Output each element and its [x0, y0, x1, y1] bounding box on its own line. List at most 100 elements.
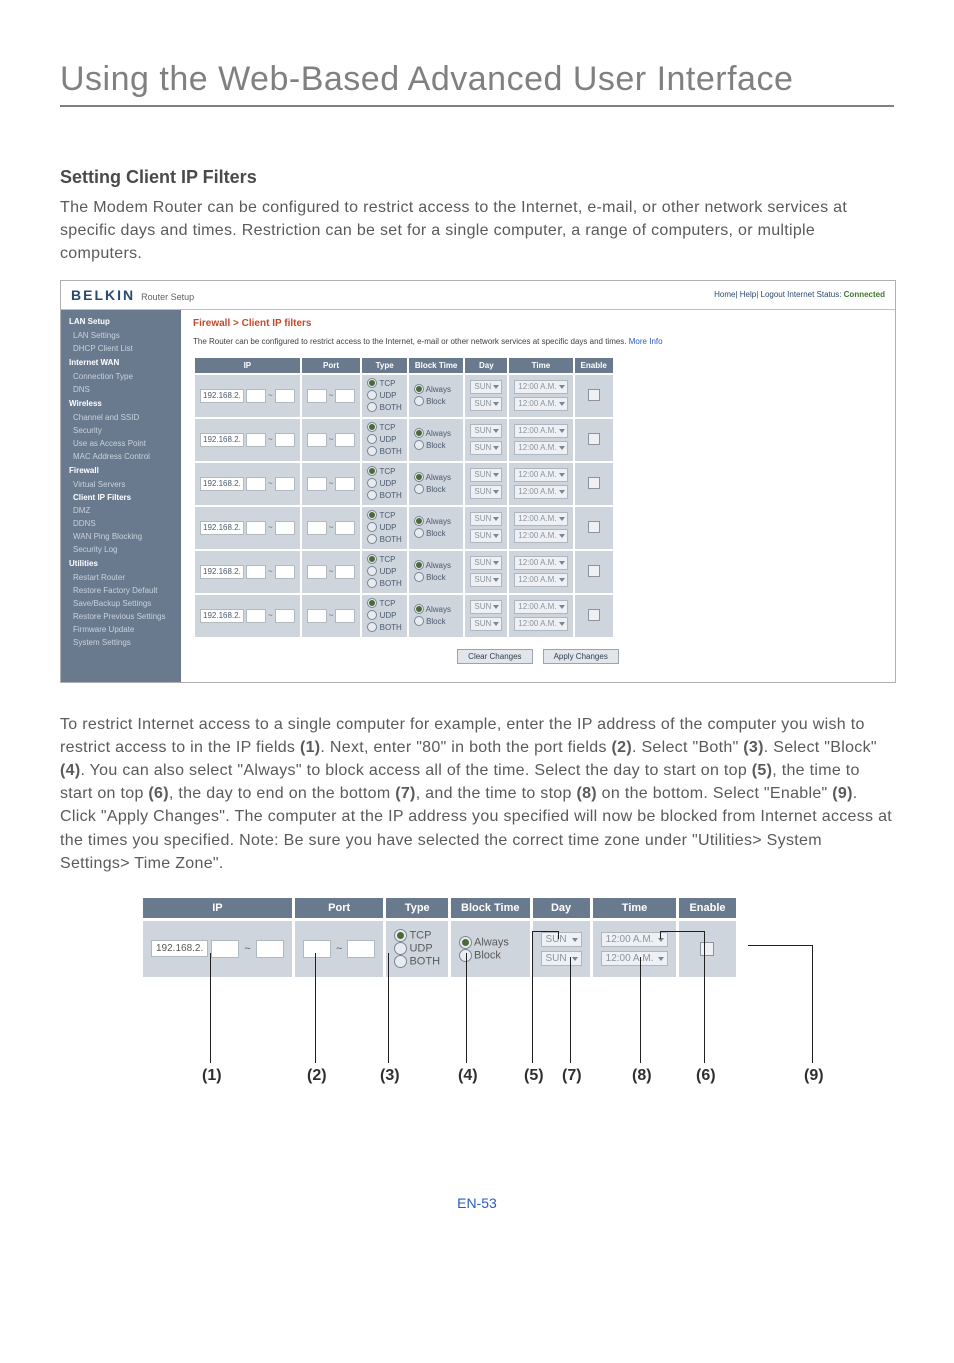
ip-input[interactable]	[246, 433, 266, 447]
port-input[interactable]	[303, 940, 331, 958]
time-select[interactable]: 12:00 A.M.	[601, 951, 669, 966]
type-radio[interactable]	[367, 554, 377, 564]
port-input[interactable]	[307, 521, 327, 535]
sidebar-item[interactable]: Security Log	[61, 543, 181, 556]
type-radio[interactable]	[367, 434, 377, 444]
type-radio[interactable]	[367, 510, 377, 520]
day-select[interactable]: SUN	[541, 932, 582, 947]
sidebar-item[interactable]: Virtual Servers	[61, 478, 181, 491]
sidebar-item[interactable]: DHCP Client List	[61, 342, 181, 355]
type-radio[interactable]	[367, 534, 377, 544]
port-input[interactable]	[335, 609, 355, 623]
enable-checkbox[interactable]	[588, 389, 600, 401]
ip-input[interactable]	[256, 940, 284, 958]
sidebar-item[interactable]: Firmware Update	[61, 623, 181, 636]
day-select[interactable]: SUN	[470, 556, 502, 570]
blocktime-radio[interactable]	[459, 936, 472, 949]
blocktime-radio[interactable]	[414, 616, 424, 626]
port-input[interactable]	[335, 389, 355, 403]
type-radio[interactable]	[367, 578, 377, 588]
time-select[interactable]: 12:00 A.M.	[601, 932, 669, 947]
blocktime-radio[interactable]	[414, 484, 424, 494]
time-select[interactable]: 12:00 A.M.	[514, 424, 567, 438]
time-select[interactable]: 12:00 A.M.	[514, 468, 567, 482]
day-select[interactable]: SUN	[470, 380, 502, 394]
sidebar-item[interactable]: MAC Address Control	[61, 450, 181, 463]
port-input[interactable]	[307, 477, 327, 491]
status-links[interactable]: Home| Help| Logout Internet Status:	[714, 290, 844, 299]
port-input[interactable]	[335, 433, 355, 447]
type-radio[interactable]	[367, 522, 377, 532]
type-radio[interactable]	[367, 598, 377, 608]
blocktime-radio[interactable]	[414, 428, 424, 438]
type-radio[interactable]	[367, 390, 377, 400]
type-radio[interactable]	[367, 446, 377, 456]
port-input[interactable]	[307, 389, 327, 403]
type-radio[interactable]	[367, 402, 377, 412]
port-input[interactable]	[307, 609, 327, 623]
port-input[interactable]	[347, 940, 375, 958]
blocktime-radio[interactable]	[414, 604, 424, 614]
port-input[interactable]	[307, 433, 327, 447]
day-select[interactable]: SUN	[470, 441, 502, 455]
time-select[interactable]: 12:00 A.M.	[514, 573, 567, 587]
time-select[interactable]: 12:00 A.M.	[514, 512, 567, 526]
day-select[interactable]: SUN	[470, 485, 502, 499]
ip-input[interactable]	[275, 433, 295, 447]
sidebar-item[interactable]: Save/Backup Settings	[61, 597, 181, 610]
type-radio[interactable]	[367, 610, 377, 620]
time-select[interactable]: 12:00 A.M.	[514, 617, 567, 631]
sidebar-item[interactable]: Connection Type	[61, 370, 181, 383]
blocktime-radio[interactable]	[414, 528, 424, 538]
type-radio[interactable]	[367, 490, 377, 500]
day-select[interactable]: SUN	[470, 600, 502, 614]
port-input[interactable]	[335, 477, 355, 491]
time-select[interactable]: 12:00 A.M.	[514, 600, 567, 614]
type-radio[interactable]	[367, 422, 377, 432]
port-input[interactable]	[335, 565, 355, 579]
day-select[interactable]: SUN	[470, 573, 502, 587]
enable-checkbox[interactable]	[588, 565, 600, 577]
blocktime-radio[interactable]	[414, 384, 424, 394]
blocktime-radio[interactable]	[414, 560, 424, 570]
sidebar-item[interactable]: DNS	[61, 383, 181, 396]
apply-changes-button[interactable]: Apply Changes	[543, 649, 619, 664]
sidebar-item[interactable]: DDNS	[61, 517, 181, 530]
type-radio[interactable]	[367, 622, 377, 632]
enable-checkbox[interactable]	[588, 521, 600, 533]
time-select[interactable]: 12:00 A.M.	[514, 441, 567, 455]
sidebar-item[interactable]: System Settings	[61, 636, 181, 649]
ip-input[interactable]	[246, 609, 266, 623]
sidebar-item[interactable]: Security	[61, 424, 181, 437]
enable-checkbox[interactable]	[588, 477, 600, 489]
enable-checkbox[interactable]	[700, 942, 714, 956]
type-radio[interactable]	[367, 466, 377, 476]
ip-input[interactable]	[246, 521, 266, 535]
ip-input[interactable]	[246, 477, 266, 491]
sidebar-item[interactable]: DMZ	[61, 504, 181, 517]
ip-input[interactable]	[246, 565, 266, 579]
enable-checkbox[interactable]	[588, 609, 600, 621]
day-select[interactable]: SUN	[541, 951, 582, 966]
sidebar-item[interactable]: Client IP Filters	[61, 491, 181, 504]
ip-input[interactable]	[275, 521, 295, 535]
time-select[interactable]: 12:00 A.M.	[514, 556, 567, 570]
type-radio[interactable]	[394, 929, 407, 942]
type-radio[interactable]	[367, 478, 377, 488]
sidebar-item[interactable]: Channel and SSID	[61, 411, 181, 424]
ip-input[interactable]	[275, 609, 295, 623]
ip-input[interactable]	[211, 940, 239, 958]
day-select[interactable]: SUN	[470, 529, 502, 543]
enable-checkbox[interactable]	[588, 433, 600, 445]
type-radio[interactable]	[394, 955, 407, 968]
ip-input[interactable]	[275, 389, 295, 403]
time-select[interactable]: 12:00 A.M.	[514, 380, 567, 394]
ip-input[interactable]	[275, 565, 295, 579]
day-select[interactable]: SUN	[470, 397, 502, 411]
sidebar-item[interactable]: WAN Ping Blocking	[61, 530, 181, 543]
port-input[interactable]	[335, 521, 355, 535]
day-select[interactable]: SUN	[470, 424, 502, 438]
port-input[interactable]	[307, 565, 327, 579]
ip-input[interactable]	[275, 477, 295, 491]
type-radio[interactable]	[394, 942, 407, 955]
